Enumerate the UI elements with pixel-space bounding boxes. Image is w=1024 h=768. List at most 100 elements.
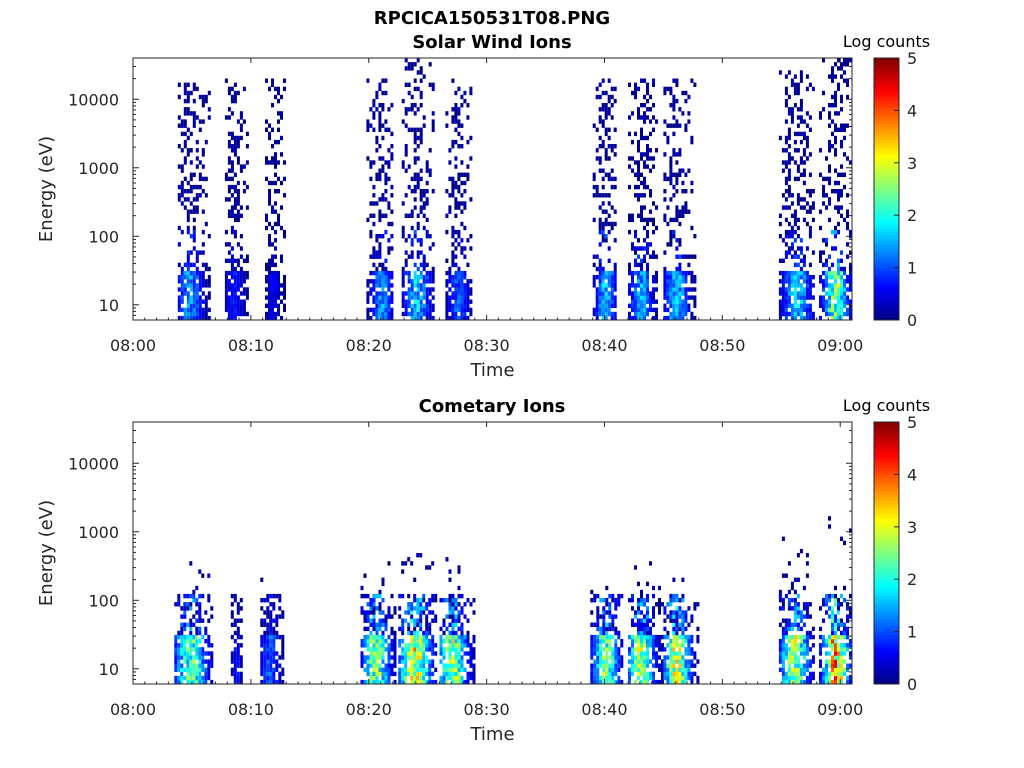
heatmap-cell xyxy=(183,156,187,161)
heatmap-cell xyxy=(669,303,673,308)
heatmap-cell xyxy=(646,671,649,677)
heatmap-cell xyxy=(207,573,211,578)
heatmap-cell xyxy=(634,639,637,644)
heatmap-cell xyxy=(796,311,800,317)
heatmap-cell xyxy=(454,630,458,636)
heatmap-cell xyxy=(460,246,464,251)
heatmap-cell xyxy=(189,663,193,668)
heatmap-cell xyxy=(266,671,270,677)
heatmap-cell xyxy=(595,299,599,304)
colorbar-segment xyxy=(874,64,899,69)
heatmap-cell xyxy=(407,127,411,132)
heatmap-cell xyxy=(425,647,429,652)
heatmap-cell xyxy=(790,225,794,231)
heatmap-cell xyxy=(372,299,376,304)
heatmap-cell xyxy=(375,671,379,677)
heatmap-cell xyxy=(640,258,643,263)
heatmap-cell xyxy=(363,655,367,660)
heatmap-cell xyxy=(366,119,370,124)
heatmap-cell xyxy=(416,307,420,313)
heatmap-cell xyxy=(230,602,234,607)
heatmap-cell xyxy=(825,303,828,308)
heatmap-cell xyxy=(611,655,615,660)
heatmap-cell xyxy=(390,639,394,644)
heatmap-cell xyxy=(428,275,432,280)
heatmap-cell xyxy=(840,258,843,263)
heatmap-cell xyxy=(634,315,637,321)
heatmap-cell xyxy=(681,205,685,210)
heatmap-cell xyxy=(448,303,452,308)
heatmap-cell xyxy=(640,307,643,313)
heatmap-cell xyxy=(271,209,274,214)
heatmap-cell xyxy=(831,287,834,292)
heatmap-cell xyxy=(799,667,803,672)
heatmap-cell xyxy=(590,589,594,595)
heatmap-cell xyxy=(646,115,649,120)
heatmap-cell xyxy=(787,651,791,656)
heatmap-cell xyxy=(183,606,187,611)
colorbar-segment xyxy=(874,444,899,449)
heatmap-cell xyxy=(604,172,608,177)
heatmap-cell xyxy=(614,663,618,668)
heatmap-cell xyxy=(663,189,667,194)
heatmap-cell xyxy=(195,630,199,636)
heatmap-cell xyxy=(236,275,240,280)
heatmap-cell xyxy=(227,283,231,288)
heatmap-cell xyxy=(204,299,208,304)
heatmap-cell xyxy=(375,90,379,96)
heatmap-cell xyxy=(448,275,452,280)
heatmap-cell xyxy=(233,647,237,652)
heatmap-cell xyxy=(410,303,414,308)
heatmap-cell xyxy=(655,307,658,313)
heatmap-cell xyxy=(598,287,602,292)
heatmap-cell xyxy=(628,675,631,681)
heatmap-cell xyxy=(837,127,840,132)
heatmap-cell xyxy=(469,197,473,202)
heatmap-cell xyxy=(454,651,458,656)
heatmap-cell xyxy=(454,119,458,124)
heatmap-cell xyxy=(268,295,271,300)
heatmap-cell xyxy=(410,283,414,288)
heatmap-cell xyxy=(681,663,685,668)
heatmap-cell xyxy=(428,148,432,153)
heatmap-cell xyxy=(372,193,376,198)
heatmap-cell xyxy=(198,295,202,300)
colorbar-segment xyxy=(874,244,899,249)
heatmap-cell xyxy=(620,655,624,660)
heatmap-cell xyxy=(463,283,467,288)
heatmap-cell xyxy=(604,283,608,288)
heatmap-cell xyxy=(457,242,461,247)
heatmap-cell xyxy=(598,295,602,300)
colorbar-segment xyxy=(874,175,899,180)
heatmap-cell xyxy=(451,626,455,632)
heatmap-cell xyxy=(275,614,279,619)
heatmap-cell xyxy=(375,593,379,599)
heatmap-cell xyxy=(283,176,286,182)
heatmap-cell xyxy=(628,229,631,235)
heatmap-cell xyxy=(274,295,277,300)
heatmap-cell xyxy=(413,229,417,235)
heatmap-cell xyxy=(599,630,603,636)
heatmap-cell xyxy=(808,225,812,231)
heatmap-cell xyxy=(224,197,228,202)
heatmap-cell xyxy=(799,275,803,280)
heatmap-cell xyxy=(407,107,411,112)
heatmap-cell xyxy=(687,94,691,100)
heatmap-cell xyxy=(649,168,652,173)
heatmap-cell xyxy=(605,626,609,632)
heatmap-cell xyxy=(787,311,791,317)
heatmap-cell xyxy=(268,270,271,276)
heatmap-cell xyxy=(799,634,803,640)
heatmap-cell xyxy=(634,647,637,652)
heatmap-cell xyxy=(189,667,193,672)
heatmap-cell xyxy=(796,303,800,308)
heatmap-cell xyxy=(183,131,187,137)
heatmap-cell xyxy=(363,593,367,599)
heatmap-cell xyxy=(277,311,280,317)
heatmap-cell xyxy=(469,647,473,652)
heatmap-cell xyxy=(180,229,184,235)
heatmap-cell xyxy=(681,671,685,677)
heatmap-cell xyxy=(831,626,834,632)
heatmap-cell xyxy=(375,630,379,636)
colorbar-segment xyxy=(874,283,899,288)
